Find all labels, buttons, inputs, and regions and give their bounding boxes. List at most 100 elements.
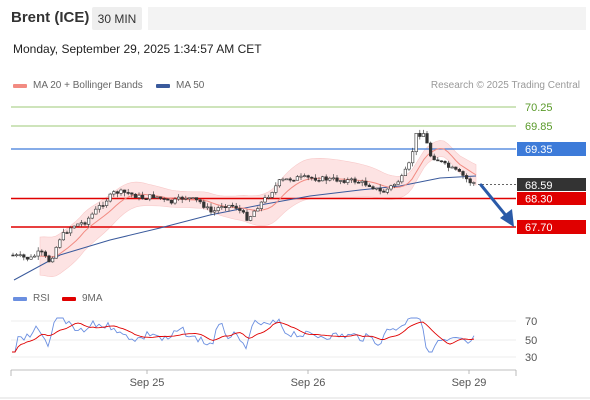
candle-body	[403, 168, 408, 176]
candle-body	[392, 183, 397, 187]
candle-body	[40, 250, 44, 253]
candle-body	[317, 179, 321, 182]
candle-body	[464, 175, 469, 180]
candle-body	[43, 251, 47, 257]
candle-body	[446, 162, 451, 168]
candle-body	[61, 232, 65, 241]
candle-body	[400, 175, 404, 183]
candle-body	[356, 181, 361, 184]
candle-body	[141, 194, 145, 200]
candle-body	[266, 196, 271, 199]
candle-body	[25, 256, 30, 260]
candle-body	[195, 197, 199, 201]
candle-body	[202, 201, 206, 208]
label-69-35: 69.35	[525, 144, 553, 156]
candle-body	[421, 133, 426, 137]
candle-body	[310, 176, 314, 179]
candle-body	[238, 208, 242, 211]
label-bg-68-30	[517, 192, 586, 205]
candle-body	[443, 160, 447, 164]
candle-body	[159, 196, 163, 199]
candle-body	[284, 178, 289, 181]
candle-body	[407, 162, 411, 170]
candle-body	[47, 255, 51, 263]
candle-body	[101, 205, 105, 207]
candle-body	[360, 180, 364, 183]
rsi-line	[12, 317, 475, 353]
candle-body	[414, 132, 418, 153]
candle-body	[173, 198, 177, 204]
candle-body	[180, 196, 184, 200]
candle-body	[231, 204, 235, 207]
rsi-label-30: 30	[525, 352, 537, 364]
candle-body	[396, 181, 400, 185]
candle-body	[223, 206, 228, 209]
candle-body	[428, 142, 433, 157]
candle-body	[94, 208, 98, 215]
legend-rsi: RSI	[13, 293, 50, 304]
candle-body	[374, 187, 379, 190]
legend-rsi-ma: 9MA	[62, 293, 103, 304]
candle-body	[18, 254, 22, 257]
candle-body	[76, 223, 80, 227]
label-bg-68-59	[517, 178, 586, 191]
candle-body	[252, 210, 256, 217]
candle-body	[385, 188, 390, 193]
legend-ma50: MA 50	[156, 80, 204, 91]
candle-body	[126, 192, 130, 194]
candle-body	[439, 160, 444, 163]
candle-body	[133, 193, 138, 198]
chart-header: Brent (ICE) 30 MIN	[0, 0, 590, 36]
candle-body	[29, 256, 33, 260]
candle-body	[328, 177, 332, 181]
candle-body	[87, 217, 91, 225]
legend-label-rsi: RSI	[33, 293, 50, 304]
instrument-title: Brent (ICE)	[11, 9, 90, 26]
candle-body	[263, 197, 267, 203]
candle-body	[454, 166, 458, 170]
rsi-label-70: 70	[525, 316, 537, 328]
candle-body	[292, 179, 296, 182]
candle-body	[346, 179, 350, 183]
candle-body	[151, 194, 156, 199]
candle-body	[148, 194, 152, 200]
candle-body	[123, 189, 127, 193]
candle-body	[274, 185, 278, 193]
candle-body	[288, 178, 292, 181]
candle-body	[162, 198, 166, 200]
candle-body	[335, 177, 339, 182]
legend-label-ma50: MA 50	[176, 80, 205, 91]
candle-body	[32, 255, 37, 258]
candle-body	[410, 151, 415, 164]
legend-swatch-ma50	[156, 83, 170, 88]
label-bg-67-70	[517, 220, 586, 234]
label-bg-69-35	[517, 142, 586, 156]
candle-body	[36, 250, 40, 257]
candle-body	[367, 184, 372, 187]
candle-body	[169, 199, 174, 204]
rsi-ma-line	[12, 321, 475, 353]
candle-body	[220, 206, 224, 208]
candle-body	[22, 254, 26, 258]
x-label-sep26: Sep 26	[291, 377, 326, 389]
candle-body	[270, 192, 274, 198]
candle-body	[331, 177, 336, 180]
candle-body	[79, 222, 83, 225]
label-68-30: 68.30	[525, 194, 553, 206]
legend-label-rsi-ma: 9MA	[82, 293, 103, 304]
timestamp: Monday, September 29, 2025 1:34:57 AM CE…	[13, 42, 262, 56]
candle-body	[155, 196, 159, 199]
candle-body	[302, 175, 307, 177]
candle-body	[108, 193, 112, 202]
timeframe-button[interactable]: 30 MIN	[92, 7, 142, 30]
candle-body	[234, 205, 238, 209]
candle-body	[216, 207, 220, 212]
candle-body	[119, 189, 123, 194]
candle-body	[256, 208, 260, 212]
candle-body	[249, 216, 253, 221]
candle-body	[364, 180, 368, 186]
candle-body	[198, 199, 202, 203]
candle-body	[213, 210, 217, 213]
legend-swatch-rsi-ma	[62, 296, 76, 301]
legend-ma20-bb: MA 20 + Bollinger Bands	[13, 80, 143, 91]
